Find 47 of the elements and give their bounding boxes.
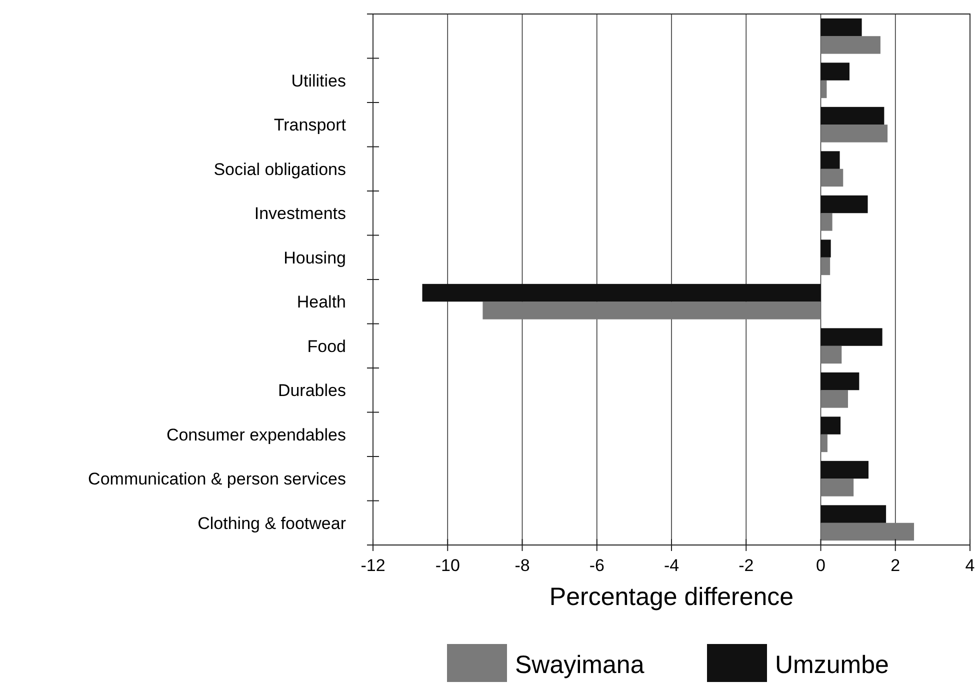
bar bbox=[820, 416, 841, 434]
bar bbox=[820, 240, 831, 258]
bar bbox=[820, 328, 882, 346]
y-tick-label: Durables bbox=[278, 381, 346, 400]
y-tick-label: Food bbox=[307, 336, 346, 356]
y-tick-label: Health bbox=[296, 292, 346, 312]
y-tick-label: Utilities bbox=[291, 71, 346, 90]
bar bbox=[820, 434, 828, 452]
x-tick-label: -10 bbox=[435, 556, 460, 575]
x-tick-label: 4 bbox=[965, 556, 975, 575]
x-tick-label: -12 bbox=[360, 556, 386, 575]
x-tick-label: -8 bbox=[514, 556, 530, 575]
legend-label: Swayimana bbox=[515, 651, 644, 679]
y-tick-label: Transport bbox=[274, 116, 346, 135]
bar bbox=[820, 124, 888, 142]
y-tick-label: Investments bbox=[254, 204, 346, 224]
x-tick-label: -6 bbox=[589, 556, 604, 575]
bar bbox=[820, 151, 840, 169]
bar bbox=[820, 195, 868, 214]
x-tick-label: -4 bbox=[664, 556, 680, 575]
bar bbox=[820, 460, 869, 479]
x-axis-title: Percentage difference bbox=[549, 583, 794, 611]
bar bbox=[820, 522, 914, 541]
x-tick-label: 0 bbox=[816, 556, 826, 575]
bar bbox=[820, 36, 880, 54]
bar bbox=[482, 302, 821, 320]
y-tick-label: Housing bbox=[284, 248, 346, 268]
bar bbox=[820, 80, 827, 98]
bar bbox=[422, 284, 821, 302]
bar bbox=[820, 505, 886, 523]
bar bbox=[820, 372, 860, 390]
y-tick-label: Consumer expendables bbox=[166, 425, 346, 444]
bar bbox=[820, 168, 844, 187]
bar bbox=[820, 18, 862, 36]
bar bbox=[820, 62, 850, 80]
bar bbox=[820, 390, 848, 408]
bar bbox=[820, 213, 832, 231]
y-tick-label: Social obligations bbox=[214, 160, 346, 179]
bar bbox=[820, 106, 884, 125]
bar bbox=[820, 478, 854, 496]
x-tick-label: -2 bbox=[738, 556, 754, 575]
bar bbox=[820, 346, 842, 364]
bar bbox=[820, 257, 830, 276]
x-tick-label: 2 bbox=[890, 556, 900, 575]
y-tick-label: Clothing & footwear bbox=[198, 514, 346, 533]
legend-label: Umzumbe bbox=[775, 651, 889, 679]
y-tick-label: Communication & person services bbox=[88, 470, 346, 489]
